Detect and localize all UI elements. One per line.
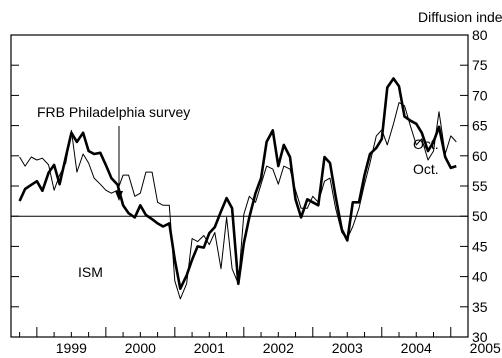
y-tick-label: 50 xyxy=(472,208,488,224)
ism-label: ISM xyxy=(78,264,103,280)
x-tick-label: 2004 xyxy=(401,340,432,356)
series-group xyxy=(18,77,457,300)
y-tick-label: 75 xyxy=(472,57,488,73)
x-tick-label: 2001 xyxy=(194,340,225,356)
y-tick-label: 65 xyxy=(472,118,488,134)
y-tick-label: 30 xyxy=(472,329,488,345)
x-tick-label: 2003 xyxy=(332,340,363,356)
plot-frame xyxy=(10,34,469,338)
plot-border xyxy=(10,34,469,338)
series-line-frb xyxy=(19,102,457,300)
y-tick-label: 60 xyxy=(472,148,488,164)
x-tick-label: 2002 xyxy=(263,340,294,356)
y-tick-label: 45 xyxy=(472,238,488,254)
y-tick-label: 80 xyxy=(472,27,488,43)
y-tick-label: 55 xyxy=(472,178,488,194)
y-axis-title: Diffusion index xyxy=(418,9,502,25)
ism-oct-label: Oct. xyxy=(413,161,439,177)
x-tick-label: 2000 xyxy=(125,340,156,356)
y-tick-label: 35 xyxy=(472,299,488,315)
x-tick-label: 1999 xyxy=(56,340,87,356)
frb-label-arrowhead xyxy=(115,191,123,201)
ticks-group: 30 35 40 45 50 55 60 65 70 75 80 1999 2000 2001 2002 20… xyxy=(11,27,501,356)
x-tick-label: 2005 xyxy=(470,340,501,356)
y-tick-label: 40 xyxy=(472,269,488,285)
y-tick-label: 70 xyxy=(472,87,488,103)
frb-survey-label: FRB Philadelphia survey xyxy=(37,104,190,120)
frb-oct-label: Oct. xyxy=(413,136,439,152)
